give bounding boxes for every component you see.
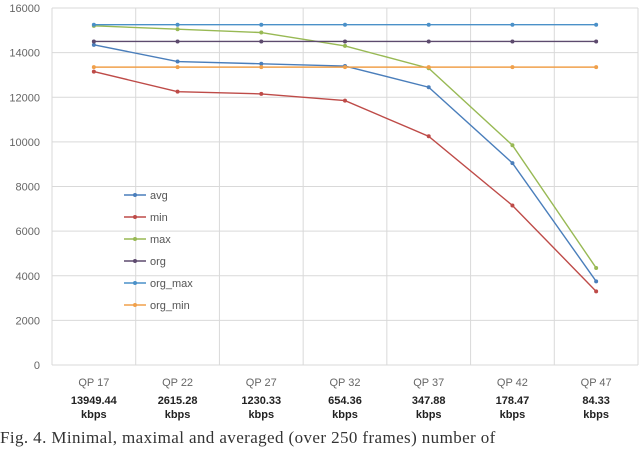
data-point-min — [91, 69, 96, 74]
data-point-avg — [259, 61, 264, 66]
gridlines — [51, 7, 639, 366]
data-point-org — [343, 39, 347, 44]
data-point-org_max — [175, 22, 180, 27]
legend: avg min max org org_max org_min — [124, 190, 193, 312]
y-tick-label: 14000 — [9, 48, 40, 60]
data-point-min — [259, 91, 264, 96]
data-point-org_max — [510, 22, 515, 27]
x-bitrate-label: 347.88 — [412, 395, 446, 407]
y-tick-label: 8000 — [16, 182, 40, 194]
legend-label: org_max — [150, 278, 193, 290]
legend-label: org_min — [150, 300, 190, 312]
x-bitrate-unit: kbps — [248, 409, 274, 421]
y-tick-label: 6000 — [16, 226, 40, 238]
x-category-label: QP 27 — [246, 377, 277, 389]
series-line-max — [93, 25, 597, 269]
x-bitrate-unit: kbps — [165, 409, 191, 421]
x-bitrate-label: 178.47 — [496, 395, 530, 407]
data-point-avg — [175, 59, 180, 64]
legend-label: min — [150, 212, 168, 224]
data-point-org — [426, 39, 431, 44]
series-lines — [91, 22, 599, 294]
figure-caption: Fig. 4. Minimal, maximal and averaged (o… — [0, 428, 496, 447]
data-point-org_max — [594, 22, 599, 27]
data-point-max — [510, 143, 515, 148]
x-bitrate-unit: kbps — [81, 409, 107, 421]
data-point-avg — [426, 85, 431, 90]
x-bitrate-label: 2615.28 — [158, 395, 198, 407]
data-point-org_max — [91, 22, 96, 27]
x-bitrate-unit: kbps — [583, 409, 609, 421]
x-bitrate-label: 1230.33 — [241, 395, 281, 407]
y-tick-label: 0 — [34, 360, 40, 372]
data-point-avg — [594, 279, 599, 284]
x-category-label: QP 22 — [162, 377, 193, 389]
data-point-org_min — [175, 65, 180, 70]
data-point-org — [510, 39, 515, 44]
data-point-org — [594, 39, 599, 44]
x-bitrate-label: 654.36 — [328, 395, 362, 407]
legend-marker — [133, 215, 137, 219]
x-bitrate-label: 84.33 — [582, 395, 610, 407]
data-point-max — [594, 265, 599, 270]
x-bitrate-unit: kbps — [332, 409, 358, 421]
data-point-org — [175, 39, 180, 44]
data-point-org_min — [259, 65, 264, 70]
x-bitrate-unit: kbps — [500, 409, 526, 421]
legend-marker — [133, 193, 137, 197]
data-point-org — [259, 39, 264, 44]
legend-label: org — [150, 256, 166, 268]
x-axis-labels: QP 17 13949.44 kbps QP 22 2615.28 kbps QP 27 12… — [71, 377, 612, 421]
legend-marker — [133, 237, 137, 241]
y-axis-ticks: 0 2000 4000 6000 8000 10000 12000 14000 16000 — [9, 3, 40, 372]
legend-label: max — [150, 234, 171, 246]
data-point-max — [259, 30, 264, 35]
y-tick-label: 4000 — [16, 271, 40, 283]
data-point-min — [343, 98, 347, 103]
series-line-min — [93, 70, 597, 292]
data-point-min — [510, 203, 515, 208]
data-point-org_max — [259, 22, 264, 27]
legend-marker — [133, 281, 137, 285]
data-point-org — [91, 39, 96, 44]
data-point-org_min — [91, 65, 96, 70]
legend-marker — [133, 259, 137, 263]
data-point-avg — [91, 42, 96, 47]
data-point-org_min — [594, 65, 599, 70]
data-point-max — [175, 27, 180, 32]
data-point-org_min — [426, 65, 431, 70]
data-point-org_max — [426, 22, 431, 27]
x-category-label: QP 42 — [497, 377, 528, 389]
y-tick-label: 16000 — [9, 3, 40, 15]
data-point-max — [343, 43, 347, 48]
data-point-org_max — [343, 22, 347, 27]
x-category-label: QP 17 — [78, 377, 109, 389]
x-bitrate-label: 13949.44 — [71, 395, 118, 407]
data-point-min — [426, 134, 431, 139]
x-category-label: QP 47 — [581, 377, 612, 389]
x-category-label: QP 32 — [330, 377, 361, 389]
data-point-org_min — [343, 65, 347, 70]
x-category-label: QP 37 — [413, 377, 444, 389]
data-point-avg — [510, 161, 515, 166]
data-point-org_min — [510, 65, 515, 70]
legend-label: avg — [150, 190, 168, 202]
line-chart: 0 2000 4000 6000 8000 10000 12000 14000 16000 QP… — [9, 3, 639, 421]
data-point-min — [594, 289, 599, 294]
x-bitrate-unit: kbps — [416, 409, 442, 421]
y-tick-label: 12000 — [9, 92, 40, 104]
data-point-min — [175, 89, 180, 94]
y-tick-label: 10000 — [9, 137, 40, 149]
legend-marker — [133, 303, 137, 307]
y-tick-label: 2000 — [16, 315, 40, 327]
